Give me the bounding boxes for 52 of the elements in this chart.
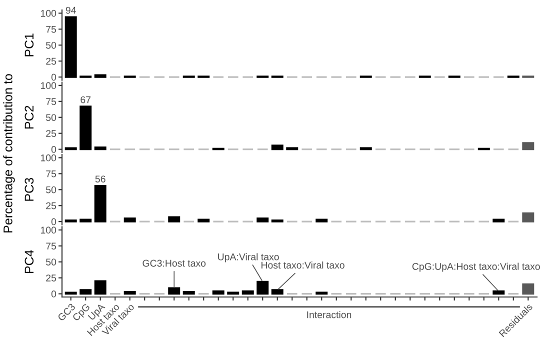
bar: [80, 289, 92, 295]
data-label: CpG:UpA:Host taxo:Viral taxo: [412, 262, 540, 272]
bar: [168, 216, 180, 222]
bar: [242, 290, 254, 295]
bar: [64, 16, 77, 78]
y-tick-label: 100: [40, 154, 56, 162]
y-tick-label: 100: [40, 10, 56, 17]
y-tick-label: 75: [46, 170, 56, 178]
text: Interaction: [307, 311, 352, 318]
bar: [168, 287, 180, 295]
data-label: GC3:Host taxo: [142, 260, 206, 267]
bar: [94, 184, 106, 222]
text: Percentage of contribution to: [3, 74, 15, 232]
y-tick-label: 75: [46, 26, 56, 33]
y-tick-label: 100: [40, 226, 56, 234]
data-label: 67: [80, 96, 91, 104]
y-axis-title: PC1: [24, 34, 34, 56]
data-label: 94: [66, 6, 76, 14]
y-tick-label: 75: [46, 242, 56, 250]
bar: [212, 290, 224, 295]
bar: [271, 289, 284, 295]
bar: [256, 280, 269, 295]
bar: [522, 283, 534, 295]
y-tick-label: 25: [46, 130, 56, 137]
bar: [522, 212, 534, 222]
y-tick-label: 50: [46, 258, 56, 266]
y-axis-title: PC4: [24, 250, 34, 274]
y-tick-label: 75: [46, 98, 56, 106]
data-label: Host taxo:Viral taxo: [262, 261, 344, 269]
bar: [124, 218, 136, 222]
bar: [256, 218, 269, 222]
y-tick-label: 25: [46, 202, 56, 210]
bar: [492, 290, 505, 295]
y-tick-label: 0: [51, 146, 56, 153]
y-axis-title: PC3: [24, 178, 34, 201]
bar: [271, 144, 284, 150]
data-label: UpA:Viral taxo: [218, 253, 279, 262]
y-tick-label: 0: [51, 74, 56, 81]
bar: [80, 106, 92, 150]
data-label: 56: [95, 176, 106, 182]
y-tick-label: 0: [51, 290, 56, 298]
y-tick-label: 25: [46, 58, 56, 65]
bar: [522, 142, 534, 150]
y-axis-title: PC2: [24, 106, 34, 129]
y-tick-label: 0: [51, 218, 56, 226]
bar: [94, 280, 106, 295]
y-tick-label: 50: [46, 186, 56, 194]
x-tick-label: CpG: [72, 303, 92, 323]
y-tick-label: 100: [40, 82, 56, 90]
y-tick-label: 50: [46, 42, 56, 49]
y-tick-label: 50: [46, 114, 56, 121]
y-tick-label: 25: [46, 274, 56, 282]
